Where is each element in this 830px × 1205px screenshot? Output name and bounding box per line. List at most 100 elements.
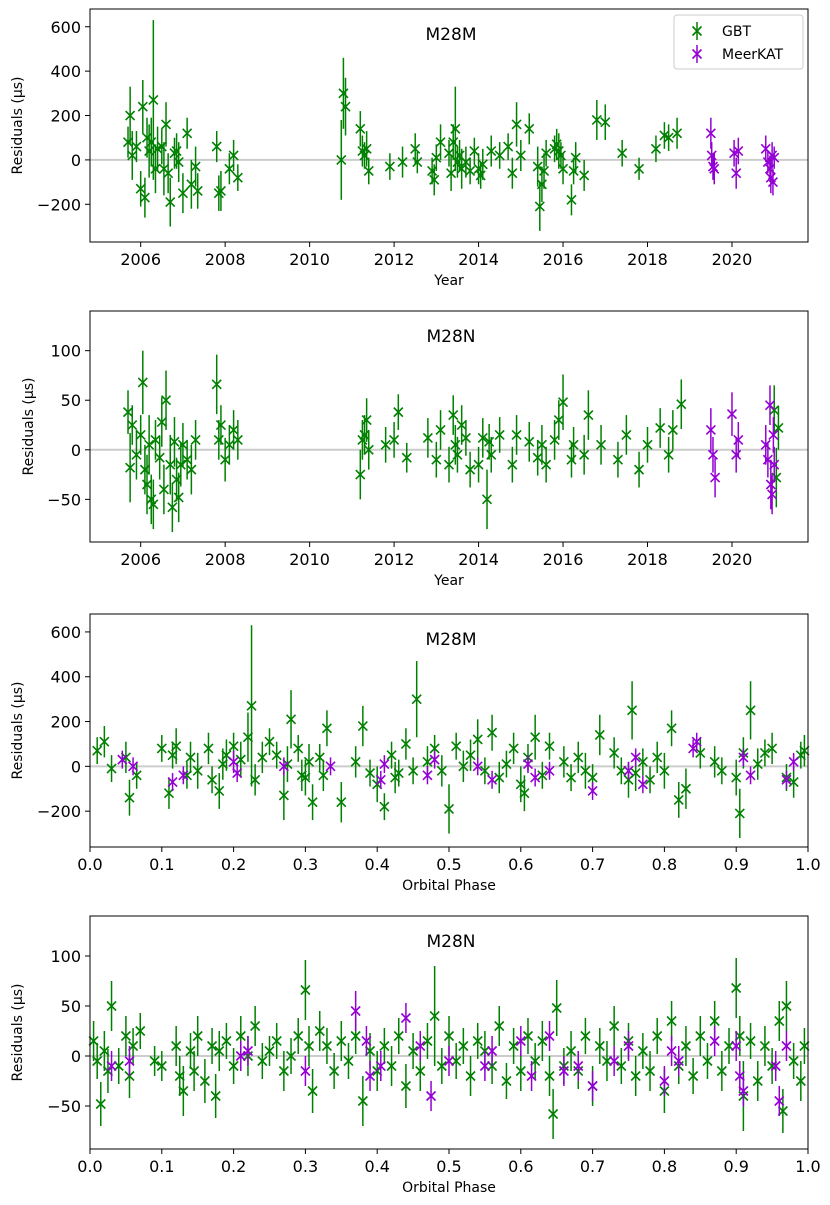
data-point-gbt <box>621 415 632 455</box>
data-point-gbt <box>579 434 590 475</box>
data-point-gbt <box>318 759 329 791</box>
data-point-gbt <box>106 755 117 783</box>
marker <box>182 128 193 139</box>
marker <box>224 439 235 450</box>
data-point-gbt <box>594 714 605 756</box>
x-tick-label: 0.8 <box>652 1157 677 1176</box>
marker <box>160 119 172 130</box>
x-tick-label: 0.4 <box>364 1157 389 1176</box>
data-point-gbt <box>192 752 203 789</box>
data-point-meerkat <box>443 1046 455 1076</box>
data-point-gbt <box>171 133 182 169</box>
marker <box>318 770 329 781</box>
data-point-meerkat <box>472 757 483 776</box>
data-point-gbt <box>113 1048 124 1084</box>
marker <box>443 148 455 159</box>
marker <box>623 765 634 776</box>
marker <box>137 377 148 388</box>
marker <box>465 165 476 177</box>
marker <box>633 464 645 475</box>
x-tick-label: 1.0 <box>795 1157 820 1176</box>
data-point-gbt <box>206 766 218 794</box>
data-point-meerkat <box>400 1003 411 1033</box>
marker <box>630 752 641 763</box>
x-tick-label: 2018 <box>627 250 668 269</box>
marker <box>400 1012 411 1024</box>
data-point-gbt <box>799 1028 810 1064</box>
data-point-gbt <box>131 131 142 163</box>
marker <box>139 192 150 203</box>
data-point-gbt <box>307 1069 318 1113</box>
marker <box>271 1035 282 1047</box>
x-tick-label: 0.9 <box>723 855 748 874</box>
marker <box>340 101 351 112</box>
x-tick-label: 0.7 <box>580 1157 605 1176</box>
marker <box>135 429 146 440</box>
marker <box>558 756 569 767</box>
marker <box>250 774 261 785</box>
marker <box>456 419 467 431</box>
marker <box>616 765 627 776</box>
marker <box>154 452 165 463</box>
data-point-gbt <box>152 126 163 171</box>
marker <box>616 1060 627 1072</box>
data-point-gbt <box>257 741 268 774</box>
marker <box>465 1070 476 1082</box>
data-point-gbt <box>573 741 584 774</box>
data-point-gbt <box>508 732 519 765</box>
marker <box>472 734 483 745</box>
marker <box>723 1040 735 1052</box>
marker <box>487 727 498 738</box>
marker <box>214 785 225 797</box>
marker <box>524 436 535 447</box>
data-point-gbt <box>150 144 161 194</box>
data-point-gbt <box>565 1031 577 1071</box>
data-point-gbt <box>591 99 602 140</box>
marker <box>211 141 222 152</box>
data-point-gbt <box>178 1066 189 1116</box>
marker <box>532 452 543 463</box>
x-tick-label: 0.2 <box>221 1157 246 1176</box>
data-point-meerkat <box>691 732 702 751</box>
data-point-meerkat <box>707 436 719 473</box>
data-point-gbt <box>477 418 488 458</box>
marker <box>469 145 480 157</box>
marker <box>144 145 155 157</box>
marker <box>551 139 562 150</box>
marker <box>380 439 391 450</box>
x-tick-label: 0.8 <box>652 855 677 874</box>
marker <box>541 148 552 159</box>
data-point-gbt <box>169 417 180 467</box>
data-point-gbt <box>609 737 620 769</box>
data-point-gbt <box>731 759 742 796</box>
marker <box>795 1075 806 1087</box>
marker <box>565 772 577 783</box>
marker <box>536 439 547 450</box>
x-tick-label: 2014 <box>458 250 499 269</box>
marker <box>707 449 719 460</box>
data-point-gbt <box>667 410 678 450</box>
marker <box>177 188 188 199</box>
marker <box>507 168 518 179</box>
y-tick-label: −50 <box>47 490 81 509</box>
y-tick-label: 600 <box>50 18 81 37</box>
marker <box>530 732 541 743</box>
marker <box>228 741 239 752</box>
data-point-gbt <box>120 1016 131 1056</box>
marker <box>544 741 555 752</box>
marker <box>215 419 226 431</box>
marker <box>494 150 505 161</box>
data-point-gbt <box>250 1006 261 1046</box>
data-point-meerkat <box>364 1061 376 1091</box>
marker <box>522 1030 534 1042</box>
marker <box>293 743 304 754</box>
data-point-gbt <box>487 714 498 751</box>
data-point-gbt <box>139 177 150 218</box>
marker <box>472 761 483 772</box>
marker <box>688 1070 699 1082</box>
marker <box>429 1010 440 1022</box>
marker <box>167 502 178 513</box>
x-tick-label: 2008 <box>205 250 246 269</box>
data-point-meerkat <box>178 766 189 785</box>
data-point-gbt <box>633 157 645 180</box>
